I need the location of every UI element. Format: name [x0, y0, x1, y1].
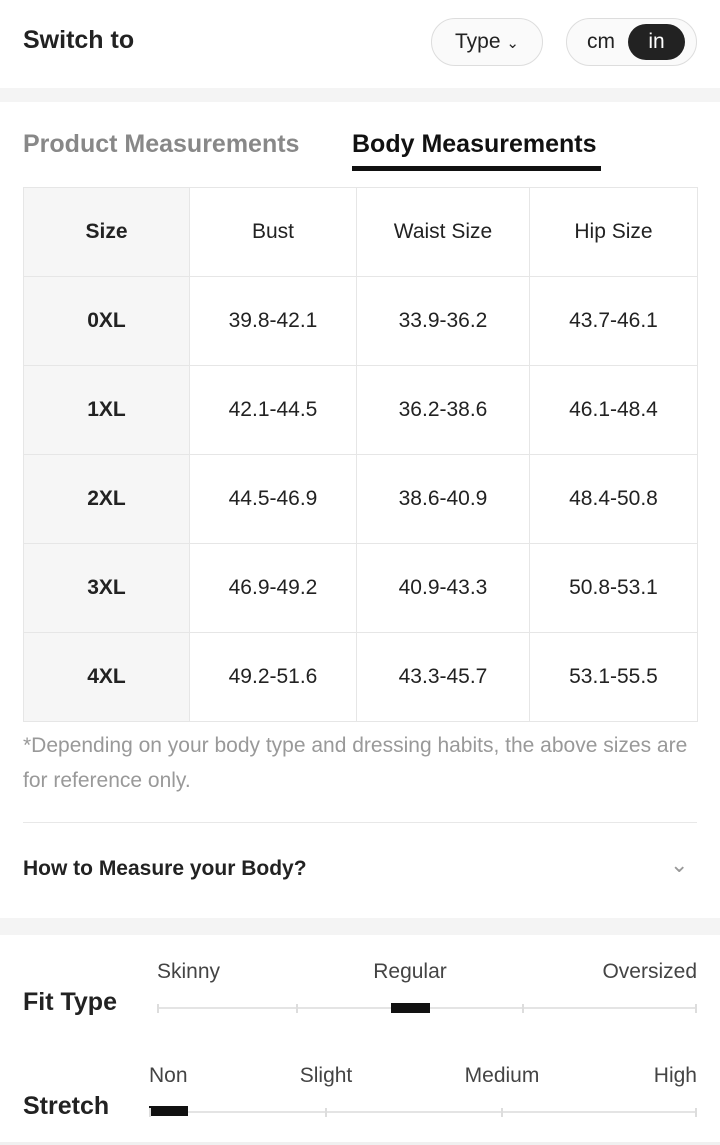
cell: 42.1-44.5 [189, 365, 357, 455]
cell: 33.9-36.2 [356, 276, 530, 366]
cell: 38.6-40.9 [356, 454, 530, 544]
scale-tick [695, 1108, 697, 1117]
table-row: 0XL 39.8-42.1 33.9-36.2 43.7-46.1 [23, 276, 698, 366]
scale-tick [695, 1004, 697, 1013]
cell: 49.2-51.6 [189, 632, 357, 722]
scale-tick [325, 1108, 327, 1117]
divider [23, 822, 697, 823]
note: *Depending on your body type and dressin… [23, 734, 688, 792]
scale-tick [522, 1004, 524, 1013]
size-cell: 0XL [23, 276, 190, 366]
size-cell: 3XL [23, 543, 190, 633]
scale-tick [296, 1004, 298, 1013]
unit-switch[interactable]: cm in [566, 18, 697, 66]
cell: 50.8-53.1 [529, 543, 698, 633]
table-row: 2XL 44.5-46.9 38.6-40.9 48.4-50.8 [23, 454, 698, 544]
cell: 53.1-55.5 [529, 632, 698, 722]
scale-tick [157, 1004, 159, 1013]
tab-underline [352, 166, 601, 171]
size-cell: 4XL [23, 632, 190, 722]
cell: 48.4-50.8 [529, 454, 698, 544]
table-row: 4XL 49.2-51.6 43.3-45.7 53.1-55.5 [23, 632, 698, 722]
cell: 46.1-48.4 [529, 365, 698, 455]
scale-tick [149, 1108, 151, 1117]
size-table: Size Bust Waist Size Hip Size 0XL 39.8-42.1 33… [23, 187, 698, 722]
table-row: 1XL 42.1-44.5 36.2-38.6 46.1-48.4 [23, 365, 698, 455]
cell: 43.7-46.1 [529, 276, 698, 366]
column-header: Bust [189, 187, 357, 277]
accordion-title: How to Measure your Body? [23, 857, 307, 880]
type-button[interactable]: Type ⌄ [431, 18, 543, 66]
cell: 44.5-46.9 [189, 454, 357, 544]
header-row: Size Bust Waist Size Hip Size [23, 187, 698, 277]
cell: 43.3-45.7 [356, 632, 530, 722]
separator [0, 918, 720, 935]
stretch-label: Stretch [23, 1092, 110, 1120]
chevron: ⌄ [506, 35, 519, 52]
cell: 39.8-42.1 [189, 276, 357, 366]
stretch-track [149, 1111, 697, 1113]
cell: 40.9-43.3 [356, 543, 530, 633]
cell: 36.2-38.6 [356, 365, 530, 455]
header-title: Switch to [23, 26, 135, 54]
scale-label: Non [149, 1064, 188, 1087]
column-header: Waist Size [356, 187, 530, 277]
scale-tick [501, 1108, 503, 1117]
bottom-border [0, 1142, 720, 1145]
unit-cm[interactable]: cm [587, 30, 615, 53]
column-header: Size [23, 187, 190, 277]
column-header: Hip Size [529, 187, 698, 277]
separator [0, 88, 720, 102]
fit-indicator [391, 1003, 430, 1013]
scale-label: High [653, 1064, 697, 1087]
scale-label: Regular [373, 960, 447, 983]
fit-type-label: Fit Type [23, 988, 117, 1016]
stretch-indicator [149, 1106, 188, 1116]
type-label: Type [455, 30, 501, 53]
scale-label: Slight [299, 1064, 353, 1087]
unit-in[interactable]: in [628, 24, 685, 60]
scale-label: Skinny [157, 960, 221, 983]
size-cell: 2XL [23, 454, 190, 544]
scale-label: Oversized [602, 960, 697, 983]
chevron: ⌄ [670, 852, 689, 877]
tab-active[interactable]: Body Measurements [352, 130, 597, 158]
scale-label: Medium [464, 1064, 540, 1087]
tab[interactable]: Product Measurements [23, 130, 300, 158]
cell: 46.9-49.2 [189, 543, 357, 633]
size-cell: 1XL [23, 365, 190, 455]
table-row: 3XL 46.9-49.2 40.9-43.3 50.8-53.1 [23, 543, 698, 633]
accordion[interactable]: How to Measure your Body? ⌄ [0, 830, 720, 910]
